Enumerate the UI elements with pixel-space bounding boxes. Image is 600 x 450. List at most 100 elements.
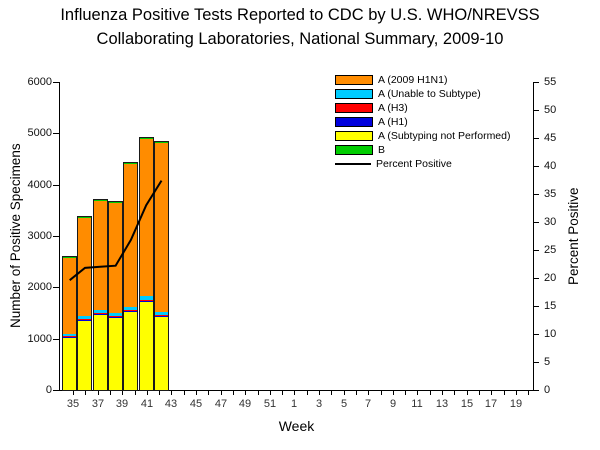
- legend-label: A (Subtyping not Performed): [378, 129, 511, 142]
- x-axis-tick: [85, 391, 86, 395]
- bar-segment-a-h3: [140, 300, 154, 301]
- y-axis-tick: [53, 133, 59, 134]
- legend-label: A (H1): [378, 115, 408, 128]
- x-axis-tick-label: 11: [411, 398, 423, 410]
- legend-item: A (Unable to Subtype): [335, 88, 511, 100]
- chart-title-line1: Influenza Positive Tests Reported to CDC…: [60, 6, 540, 24]
- legend-label: B: [378, 143, 386, 156]
- y-axis-right-tick: [534, 166, 539, 167]
- x-axis-tick: [516, 391, 517, 395]
- bar-week-40: [138, 137, 155, 391]
- y-axis-right-tick-label: 15: [544, 300, 557, 312]
- y-axis-tick-label: 1000: [27, 333, 52, 345]
- bar-segment-a-subtyping-not-performed: [78, 321, 92, 390]
- x-axis-tick: [467, 391, 468, 395]
- y-axis-right-tick: [534, 250, 539, 251]
- x-axis-tick: [171, 391, 172, 395]
- bar-segment-a-subtyping-not-performed: [140, 302, 154, 390]
- x-axis-tick: [430, 391, 431, 395]
- x-axis-tick: [454, 391, 455, 395]
- x-axis-tick: [184, 391, 185, 395]
- x-axis-tick: [405, 391, 406, 395]
- legend-item: A (Subtyping not Performed): [335, 129, 511, 142]
- bar-segment-a-h1: [94, 314, 108, 315]
- x-axis-tick: [504, 391, 505, 395]
- bar-segment-a-h1: [140, 301, 154, 302]
- bar-segment-b: [155, 142, 169, 143]
- y-axis-right-tick: [534, 390, 539, 391]
- x-axis-tick-label: 37: [91, 398, 105, 410]
- y-axis-tick: [53, 287, 59, 288]
- bar-segment-a-h3: [155, 315, 169, 316]
- x-axis-tick: [159, 391, 160, 395]
- x-axis: [59, 390, 534, 391]
- y-axis-right-tick-label: 30: [544, 216, 557, 228]
- legend-label: Percent Positive: [376, 157, 452, 170]
- y-axis-right-tick-label: 35: [544, 188, 557, 200]
- y-axis-right-tick: [534, 362, 539, 363]
- x-axis-tick-label: 45: [189, 398, 203, 410]
- bar-segment-b: [140, 138, 154, 139]
- y-axis-tick: [53, 390, 59, 391]
- y-axis-right-tick: [534, 138, 539, 139]
- x-axis-tick: [282, 391, 283, 395]
- x-axis-tick: [196, 391, 197, 395]
- bar-segment-a-subtyping-not-performed: [124, 312, 138, 390]
- x-axis-tick: [491, 391, 492, 395]
- y-axis-right: [533, 82, 534, 391]
- y-axis-right-tick-label: 5: [544, 356, 551, 368]
- legend-swatch-a-subtyping-not-performed: [335, 130, 373, 141]
- x-axis-tick-label: 3: [315, 398, 323, 410]
- legend-swatch-a-h1: [335, 116, 373, 127]
- x-axis-tick-label: 51: [263, 398, 277, 410]
- y-axis-tick: [53, 236, 59, 237]
- x-axis-tick: [73, 391, 74, 395]
- x-axis-tick-label: 43: [164, 398, 178, 410]
- x-axis-tick-label: 35: [66, 398, 80, 410]
- x-axis-tick-label: 7: [364, 398, 372, 410]
- x-axis-tick: [381, 391, 382, 395]
- x-axis-tick-label: 1: [290, 398, 298, 410]
- legend: A (2009 H1N1) A (Unable to Subtype) A (H…: [335, 74, 511, 170]
- legend-swatch-a-2009-h1n1: [335, 74, 373, 85]
- bar-segment-a-2009-h1n1: [94, 201, 108, 310]
- bar-segment-a-subtyping-not-performed: [109, 318, 123, 390]
- y-axis-tick-label: 5000: [27, 127, 52, 139]
- bar-segment-a-unable-to-subtype: [109, 313, 123, 316]
- legend-item: A (2009 H1N1): [335, 74, 511, 86]
- bar-segment-a-h1: [78, 320, 92, 321]
- legend-label: A (H3): [378, 101, 408, 114]
- bar-segment-a-subtyping-not-performed: [155, 317, 169, 390]
- x-axis-tick-label: 17: [484, 398, 498, 410]
- bar-segment-a-2009-h1n1: [109, 203, 123, 313]
- y-axis-right-tick: [534, 194, 539, 195]
- y-axis-right-tick-label: 40: [544, 160, 557, 172]
- y-axis-tick: [53, 82, 59, 83]
- legend-item: B: [335, 143, 511, 156]
- x-axis-tick: [331, 391, 332, 395]
- y-axis-right-tick-label: 45: [544, 132, 557, 144]
- y-axis-right-tick: [534, 82, 539, 83]
- y-axis-right-tick: [534, 334, 539, 335]
- x-axis-tick: [122, 391, 123, 395]
- x-axis-tick: [294, 391, 295, 395]
- y-axis-right-tick-label: 50: [544, 104, 557, 116]
- x-axis-tick: [208, 391, 209, 395]
- bar-segment-a-h3: [124, 310, 138, 311]
- y-axis-right-tick-label: 20: [544, 272, 557, 284]
- y-axis-tick-label: 6000: [27, 76, 52, 88]
- y-axis-tick-label: 0: [45, 384, 52, 396]
- x-axis-tick: [319, 391, 320, 395]
- bar-segment-a-h3: [94, 313, 108, 314]
- x-axis-tick: [258, 391, 259, 395]
- bar-segment-a-unable-to-subtype: [63, 334, 77, 336]
- bar-segment-b: [109, 202, 123, 203]
- y-axis-right-tick-label: 25: [544, 244, 557, 256]
- y-axis-label-right: Percent Positive: [566, 187, 581, 285]
- y-axis-tick: [53, 339, 59, 340]
- x-axis-tick: [147, 391, 148, 395]
- x-axis-tick-label: 5: [340, 398, 348, 410]
- y-axis-tick-label: 4000: [27, 179, 52, 191]
- legend-item: A (H3): [335, 101, 511, 114]
- x-axis-tick: [344, 391, 345, 395]
